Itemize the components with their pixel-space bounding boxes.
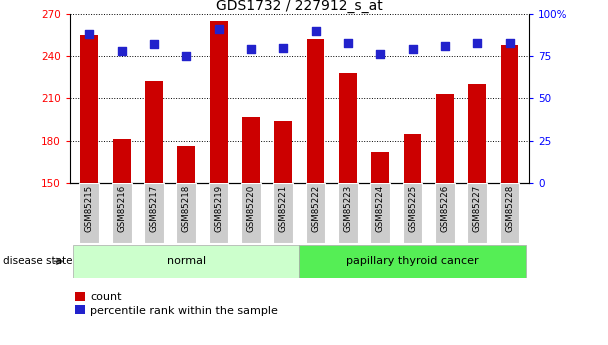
Bar — [468, 183, 487, 243]
Point — [117, 48, 126, 54]
Text: GSM85216: GSM85216 — [117, 185, 126, 232]
Text: GSM85228: GSM85228 — [505, 185, 514, 232]
Bar — [145, 81, 163, 183]
Bar — [80, 35, 98, 183]
Text: GSM85221: GSM85221 — [279, 185, 288, 232]
Text: GSM85225: GSM85225 — [408, 185, 417, 232]
Bar — [300, 245, 526, 278]
Bar — [338, 183, 358, 243]
Bar — [339, 73, 357, 183]
Bar — [404, 134, 421, 183]
Text: GSM85219: GSM85219 — [214, 185, 223, 232]
Bar — [112, 139, 131, 183]
Text: GSM85215: GSM85215 — [85, 185, 94, 232]
Bar — [306, 39, 325, 183]
Point — [311, 28, 320, 33]
Bar — [210, 21, 227, 183]
Bar — [144, 183, 164, 243]
Bar — [371, 152, 389, 183]
Text: GSM85226: GSM85226 — [440, 185, 449, 232]
Text: GSM85222: GSM85222 — [311, 185, 320, 232]
Bar — [468, 84, 486, 183]
Point — [181, 53, 191, 59]
Text: GSM85223: GSM85223 — [344, 185, 353, 232]
Text: GSM85217: GSM85217 — [150, 185, 159, 232]
Bar — [306, 183, 325, 243]
Bar — [435, 183, 455, 243]
Bar — [500, 45, 519, 183]
Bar — [209, 183, 229, 243]
Text: GSM85227: GSM85227 — [473, 185, 482, 232]
Point — [408, 47, 418, 52]
Bar — [500, 183, 519, 243]
Bar — [436, 94, 454, 183]
Text: normal: normal — [167, 256, 206, 266]
Point — [278, 45, 288, 50]
Text: papillary thyroid cancer: papillary thyroid cancer — [347, 256, 479, 266]
Title: GDS1732 / 227912_s_at: GDS1732 / 227912_s_at — [216, 0, 383, 13]
Legend: count, percentile rank within the sample: count, percentile rank within the sample — [75, 292, 278, 316]
Point — [505, 40, 514, 45]
Text: GSM85220: GSM85220 — [246, 185, 255, 232]
Bar — [176, 183, 196, 243]
Point — [343, 40, 353, 45]
Bar — [80, 183, 99, 243]
Bar — [73, 245, 300, 278]
Text: disease state: disease state — [3, 256, 72, 266]
Point — [375, 52, 385, 57]
Point — [472, 40, 482, 45]
Bar — [370, 183, 390, 243]
Bar — [402, 183, 423, 243]
Text: GSM85224: GSM85224 — [376, 185, 385, 232]
Point — [246, 47, 256, 52]
Bar — [274, 183, 293, 243]
Point — [214, 26, 224, 32]
Point — [440, 43, 450, 49]
Bar — [274, 121, 292, 183]
Text: GSM85218: GSM85218 — [182, 185, 191, 232]
Bar — [242, 117, 260, 183]
Bar — [112, 183, 131, 243]
Point — [85, 31, 94, 37]
Bar — [178, 146, 195, 183]
Bar — [241, 183, 261, 243]
Point — [149, 41, 159, 47]
